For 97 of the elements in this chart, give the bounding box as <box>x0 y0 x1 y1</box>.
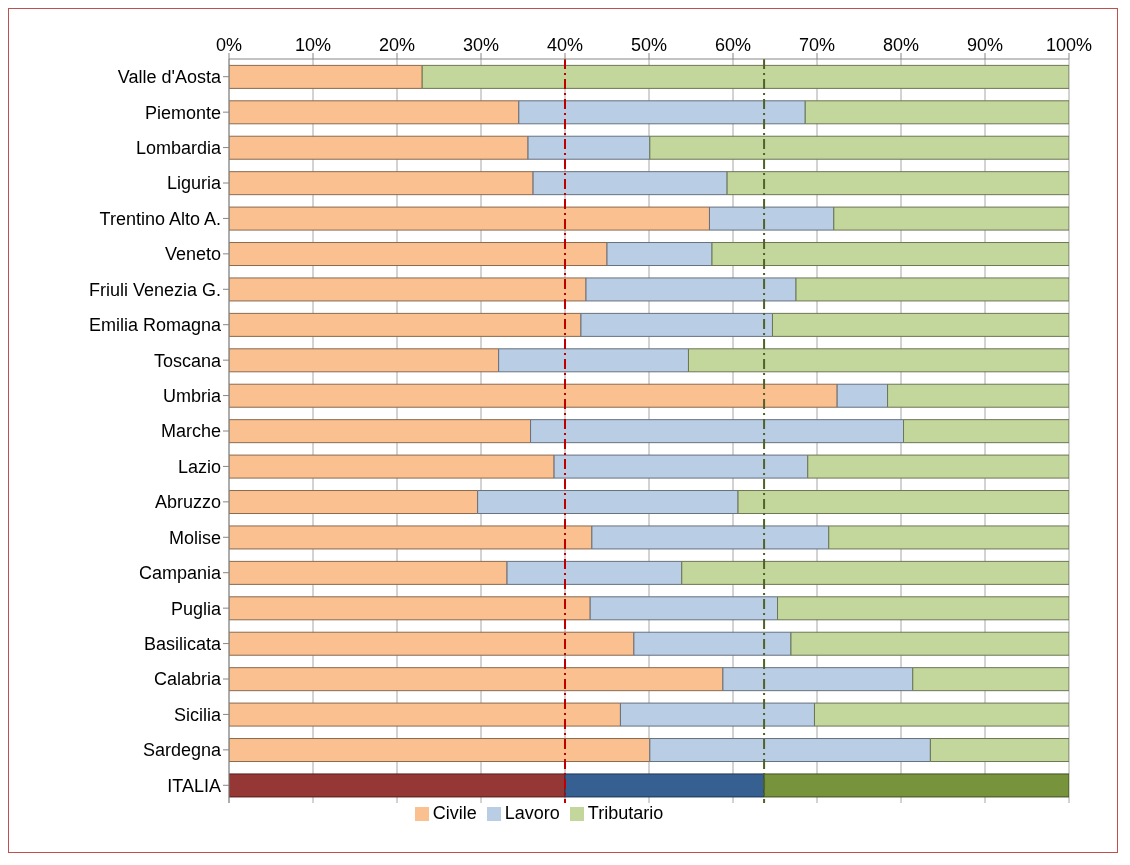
x-tick-label: 50% <box>630 35 668 55</box>
bar <box>229 454 555 479</box>
bar <box>929 738 1069 763</box>
bar <box>771 312 1069 337</box>
y-tick-label: Marche <box>160 421 221 442</box>
bar <box>229 242 608 267</box>
bar <box>606 242 713 267</box>
bar <box>229 277 587 302</box>
bar <box>229 100 520 125</box>
bar <box>813 702 1069 727</box>
legend-label: Lavoro <box>504 803 560 823</box>
bar <box>229 419 532 444</box>
bar <box>421 64 1069 89</box>
bar <box>763 773 1069 798</box>
bar <box>229 348 500 373</box>
bar <box>887 383 1069 408</box>
y-tick-label: Molise <box>168 527 221 548</box>
y-tick-label: Lazio <box>177 456 221 477</box>
x-tick-label: 100% <box>1045 35 1093 55</box>
bar <box>506 560 683 585</box>
y-tick-label: Campania <box>138 563 222 584</box>
bar <box>633 631 792 656</box>
bar <box>229 135 529 160</box>
bar <box>229 596 591 621</box>
y-tick-label: Calabria <box>153 669 222 690</box>
x-tick-label: 40% <box>546 35 584 55</box>
x-tick-label: 90% <box>966 35 1004 55</box>
bar <box>804 100 1069 125</box>
y-tick-label: Sardegna <box>142 740 222 761</box>
legend-label: Tributario <box>587 803 664 823</box>
x-tick-label: 80% <box>882 35 920 55</box>
bar <box>737 490 1069 515</box>
y-tick-label: Veneto <box>164 244 221 265</box>
x-tick-label: 60% <box>714 35 752 55</box>
x-tick-label: 20% <box>378 35 416 55</box>
y-tick-label: Puglia <box>170 598 222 619</box>
bar <box>708 206 835 231</box>
bar <box>229 667 724 692</box>
y-tick-label: Liguria <box>166 173 222 194</box>
bar <box>580 312 773 337</box>
x-tick-label: 70% <box>798 35 836 55</box>
bar <box>229 525 593 550</box>
bar <box>530 419 905 444</box>
bar <box>903 419 1069 444</box>
y-tick-label: Umbria <box>162 385 222 406</box>
y-tick-label: Piemonte <box>144 102 221 123</box>
bar <box>807 454 1069 479</box>
bar <box>619 702 815 727</box>
bar <box>722 667 914 692</box>
bar <box>836 383 889 408</box>
bar <box>726 171 1069 196</box>
bar <box>229 383 838 408</box>
bar <box>553 454 809 479</box>
x-tick-label: 30% <box>462 35 500 55</box>
bar <box>229 206 710 231</box>
bar <box>477 490 739 515</box>
bar <box>912 667 1069 692</box>
bar <box>229 64 423 89</box>
bar <box>649 135 1069 160</box>
bar <box>795 277 1069 302</box>
bar <box>790 631 1069 656</box>
bar <box>532 171 728 196</box>
y-tick-label: Basilicata <box>143 633 222 654</box>
bar <box>229 171 534 196</box>
bar <box>564 773 765 798</box>
y-tick-label: Lombardia <box>135 137 222 158</box>
bar <box>591 525 830 550</box>
bar <box>828 525 1069 550</box>
bar <box>777 596 1069 621</box>
bar <box>229 631 635 656</box>
bar <box>585 277 797 302</box>
bar <box>498 348 689 373</box>
bar <box>518 100 806 125</box>
y-tick-label: Valle d'Aosta <box>117 67 222 88</box>
y-tick-label: Toscana <box>153 350 222 371</box>
bar <box>833 206 1069 231</box>
y-tick-label: Sicilia <box>173 704 222 725</box>
bar <box>687 348 1069 373</box>
bar <box>229 773 566 798</box>
y-tick-label: Trentino Alto A. <box>99 208 221 229</box>
bar <box>711 242 1069 267</box>
y-tick-label: ITALIA <box>167 775 221 796</box>
bar <box>681 560 1069 585</box>
y-tick-label: Emilia Romagna <box>88 315 222 336</box>
bar <box>589 596 779 621</box>
bar <box>229 490 479 515</box>
y-tick-label: Friuli Venezia G. <box>88 279 221 300</box>
bar <box>229 738 651 763</box>
x-tick-label: 0% <box>215 35 243 55</box>
y-tick-label: Abruzzo <box>154 492 221 513</box>
bar <box>229 560 508 585</box>
x-tick-label: 10% <box>294 35 332 55</box>
bar <box>229 702 621 727</box>
bar <box>229 312 582 337</box>
legend-label: Civile <box>432 803 477 823</box>
bar <box>649 738 931 763</box>
bar <box>527 135 651 160</box>
